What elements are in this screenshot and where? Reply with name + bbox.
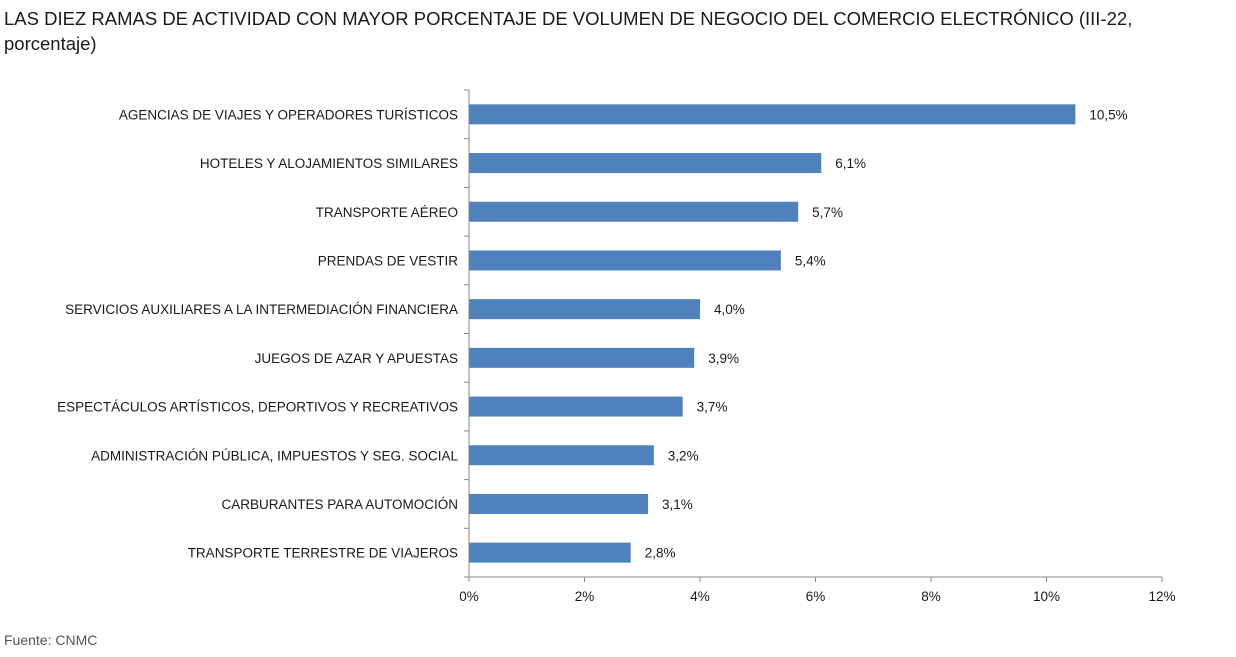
- x-axis: 0% 2% 4% 6% 8% 10% 12%: [459, 89, 1176, 604]
- bar: [469, 493, 649, 514]
- x-tick-label: 12%: [1148, 589, 1175, 604]
- x-tick-label: 6%: [806, 589, 826, 604]
- bar: [469, 153, 822, 174]
- data-label: 4,0%: [714, 302, 745, 317]
- bar: [469, 104, 1076, 125]
- data-label: 3,7%: [697, 400, 728, 415]
- data-label: 3,1%: [662, 497, 693, 512]
- x-tick-label: 2%: [575, 589, 595, 604]
- x-tick-label: 4%: [690, 589, 710, 604]
- bar-chart: AGENCIAS DE VIAJES Y OPERADORES TURÍSTIC…: [57, 89, 1176, 604]
- chart-title: LAS DIEZ RAMAS DE ACTIVIDAD CON MAYOR PO…: [4, 8, 1133, 54]
- category-label: SERVICIOS AUXILIARES A LA INTERMEDIACIÓN…: [65, 302, 458, 317]
- source-note: Fuente: CNMC: [4, 632, 98, 648]
- data-label: 2,8%: [645, 546, 676, 561]
- data-label: 5,7%: [812, 205, 843, 220]
- data-label: 3,2%: [668, 448, 699, 463]
- data-label: 5,4%: [795, 253, 826, 268]
- category-label: TRANSPORTE AÉREO: [316, 205, 458, 220]
- bar: [469, 347, 695, 368]
- data-label: 10,5%: [1089, 107, 1127, 122]
- category-label: JUEGOS DE AZAR Y APUESTAS: [255, 351, 458, 366]
- category-label: PRENDAS DE VESTIR: [318, 253, 459, 268]
- data-label: 6,1%: [835, 156, 866, 171]
- x-tick-label: 8%: [921, 589, 941, 604]
- category-label: ESPECTÁCULOS ARTÍSTICOS, DEPORTIVOS Y RE…: [57, 400, 458, 415]
- category-label: TRANSPORTE TERRESTRE DE VIAJEROS: [188, 546, 458, 561]
- x-tick-label: 0%: [459, 589, 479, 604]
- bars-layer: AGENCIAS DE VIAJES Y OPERADORES TURÍSTIC…: [57, 104, 1128, 563]
- category-label: CARBURANTES PARA AUTOMOCIÓN: [221, 497, 458, 512]
- bar: [469, 201, 799, 222]
- bar: [469, 542, 631, 563]
- bar: [469, 299, 700, 320]
- category-label: ADMINISTRACIÓN PÚBLICA, IMPUESTOS Y SEG.…: [91, 448, 458, 463]
- x-tick-label: 10%: [1033, 589, 1060, 604]
- category-label: AGENCIAS DE VIAJES Y OPERADORES TURÍSTIC…: [119, 107, 458, 122]
- bar: [469, 445, 654, 466]
- bar: [469, 250, 781, 271]
- category-label: HOTELES Y ALOJAMIENTOS SIMILARES: [200, 156, 458, 171]
- data-label: 3,9%: [708, 351, 739, 366]
- bar: [469, 396, 683, 417]
